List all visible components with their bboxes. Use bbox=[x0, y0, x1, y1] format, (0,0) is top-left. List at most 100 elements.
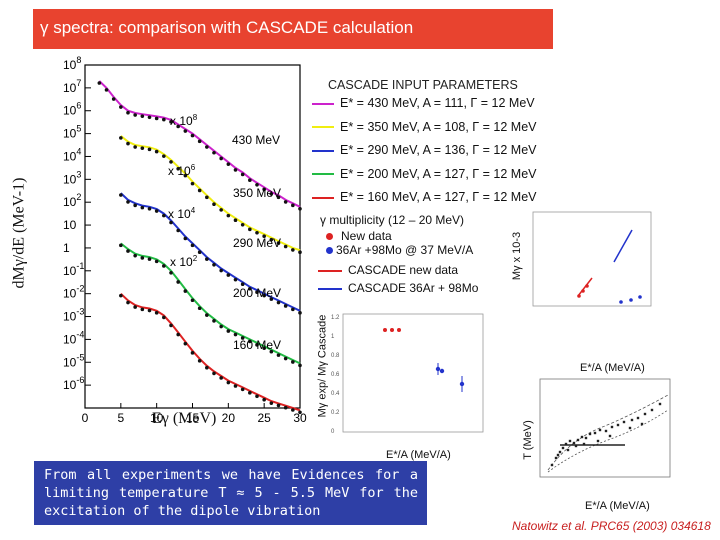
series-label-200: 200 MeV bbox=[233, 286, 282, 300]
data-point bbox=[233, 384, 238, 388]
data-point bbox=[119, 293, 123, 298]
scale-label-1e8: x 108 bbox=[170, 113, 198, 128]
blue-line-icon bbox=[318, 287, 342, 290]
data-point bbox=[104, 88, 109, 92]
reference-citation: Natowitz et al. PRC65 (2003) 034618 bbox=[512, 519, 711, 533]
data-point bbox=[212, 262, 216, 267]
data-point bbox=[169, 271, 173, 275]
data-point bbox=[119, 136, 123, 140]
data-point bbox=[298, 206, 302, 211]
cascade-parameter-text: E* = 200 MeV, A = 127, Γ = 12 MeV bbox=[340, 166, 537, 181]
y-tick-label: 102 bbox=[63, 192, 81, 209]
multiplicity-legend bbox=[315, 208, 511, 302]
series-swatch-icon bbox=[312, 196, 334, 199]
data-point bbox=[255, 394, 259, 399]
temperature-y-label: T (MeV) bbox=[521, 420, 534, 460]
data-point bbox=[269, 297, 274, 301]
data-point bbox=[283, 356, 288, 361]
data-point bbox=[140, 114, 145, 118]
data-point bbox=[126, 249, 130, 253]
data-point bbox=[233, 218, 238, 223]
cascade-parameter-text: E* = 290 MeV, A = 136, Γ = 12 MeV bbox=[340, 143, 537, 157]
data-point bbox=[219, 376, 223, 380]
data-point bbox=[240, 172, 245, 177]
data-point bbox=[119, 243, 123, 248]
ratio-plot bbox=[318, 308, 496, 443]
data-point bbox=[126, 141, 130, 146]
data-point bbox=[154, 149, 159, 154]
data-point bbox=[240, 336, 245, 340]
cascade-parameters-panel bbox=[306, 72, 562, 206]
data-point bbox=[226, 213, 231, 218]
data-point bbox=[291, 360, 295, 364]
legend-new-data: New data bbox=[326, 229, 392, 243]
data-point bbox=[233, 332, 238, 337]
x-tick-label: 30 bbox=[293, 411, 307, 425]
data-point bbox=[176, 228, 180, 233]
x-tick-label: 20 bbox=[222, 411, 236, 425]
y-tick-label: 107 bbox=[63, 78, 81, 95]
series-swatch-icon bbox=[312, 126, 334, 129]
cascade-parameter-row: E* = 350 MeV, A = 108, Γ = 12 MeV bbox=[312, 120, 537, 134]
x-axis-label: Eγ (MeV) bbox=[152, 410, 217, 427]
data-point bbox=[205, 145, 209, 149]
data-point bbox=[269, 192, 274, 196]
data-point bbox=[219, 156, 223, 161]
cascade-curve-290-MeV bbox=[120, 192, 301, 312]
data-point bbox=[190, 298, 195, 303]
data-point bbox=[169, 323, 173, 328]
x-tick-label: 15 bbox=[186, 411, 200, 425]
data-point bbox=[197, 306, 202, 311]
data-point bbox=[183, 341, 188, 346]
data-point bbox=[248, 339, 252, 344]
data-point bbox=[269, 401, 274, 405]
data-point bbox=[248, 287, 252, 291]
data-point bbox=[147, 206, 152, 211]
multiplicity-y-label: Mγ x 10-3 bbox=[511, 231, 524, 281]
data-point bbox=[262, 397, 266, 402]
data-point bbox=[226, 329, 231, 333]
y-tick-label: 103 bbox=[63, 169, 81, 186]
y-tick-label: 10-2 bbox=[63, 284, 84, 301]
data-point bbox=[133, 113, 137, 117]
data-point bbox=[162, 213, 166, 218]
y-tick-label: 105 bbox=[63, 124, 81, 141]
cascade-parameters-title: CASCADE INPUT PARAMETERS bbox=[328, 78, 518, 92]
red-line-icon bbox=[318, 269, 342, 272]
conclusion-box bbox=[34, 461, 427, 525]
data-point bbox=[169, 120, 173, 124]
data-point bbox=[190, 181, 195, 186]
slide-title: γ spectra: comparison with CASCADE calcu… bbox=[40, 18, 414, 37]
data-point bbox=[154, 311, 159, 315]
data-point bbox=[248, 227, 252, 232]
data-point bbox=[219, 324, 223, 329]
data-point bbox=[133, 305, 137, 309]
legend-ar-mo: 36Ar +98Mo @ 37 MeV/A bbox=[326, 243, 473, 257]
blue-dot-icon bbox=[326, 247, 333, 254]
data-point bbox=[233, 277, 238, 282]
data-point bbox=[276, 241, 281, 245]
data-point bbox=[162, 154, 166, 158]
legend-cascade-ar-mo: CASCADE 36Ar + 98Mo bbox=[318, 281, 478, 295]
data-point bbox=[154, 259, 159, 264]
data-point bbox=[298, 311, 302, 315]
data-point bbox=[255, 290, 259, 295]
data-point bbox=[126, 200, 130, 204]
cascade-parameter-row: E* = 200 MeV, A = 127, Γ = 12 MeV bbox=[312, 167, 537, 181]
data-point bbox=[262, 346, 266, 351]
legend-cascade-new: CASCADE new data bbox=[318, 263, 458, 277]
title-bar bbox=[33, 9, 553, 49]
data-point bbox=[291, 408, 295, 412]
data-point bbox=[183, 289, 188, 293]
data-point bbox=[97, 81, 102, 85]
data-point bbox=[276, 195, 281, 200]
data-point bbox=[205, 313, 209, 317]
data-point bbox=[176, 124, 180, 129]
data-point bbox=[269, 349, 274, 354]
series-swatch-icon bbox=[312, 102, 334, 105]
data-point bbox=[283, 304, 288, 308]
data-point bbox=[255, 230, 259, 235]
y-tick-label: 10-6 bbox=[63, 375, 84, 392]
data-point bbox=[291, 248, 295, 252]
